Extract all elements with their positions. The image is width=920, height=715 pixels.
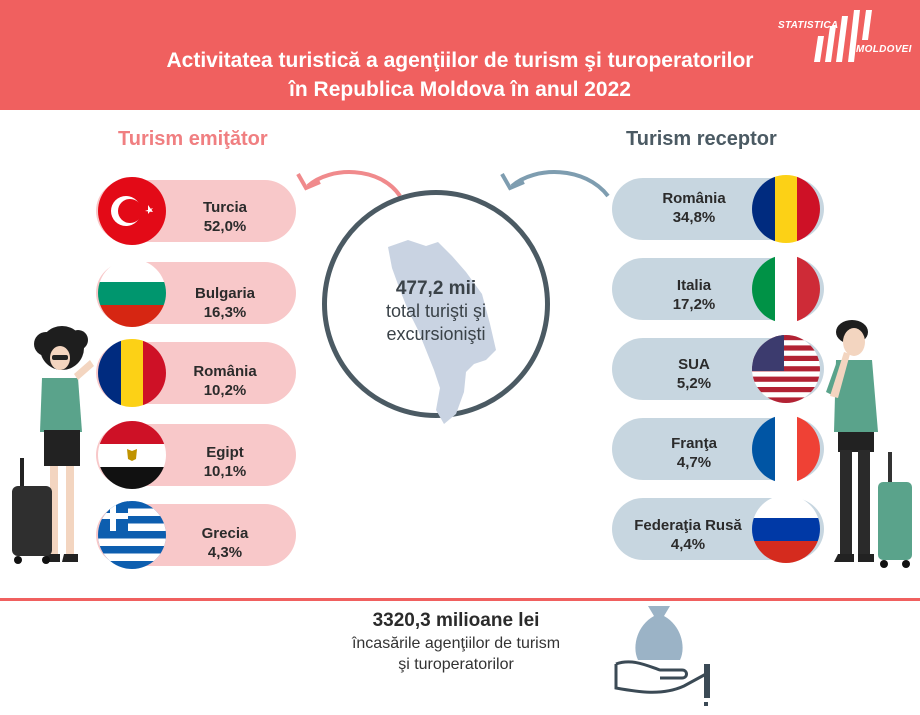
logo-text-top: STATISTICA bbox=[778, 20, 839, 31]
outbound-country: Grecia bbox=[201, 525, 249, 542]
turkey-flag-icon bbox=[98, 177, 166, 245]
romania-flag-icon bbox=[752, 175, 820, 243]
italy-flag-icon bbox=[752, 255, 820, 323]
outbound-item-grecia-text: Grecia 4,3% bbox=[170, 524, 280, 562]
outbound-value: 16,3% bbox=[203, 304, 247, 321]
title-line-1: Activitatea turistică a agenţiilor de tu… bbox=[166, 49, 754, 72]
logo-text-bottom: MOLDOVEI bbox=[856, 44, 912, 55]
total-tourists-value: 477,2 mii bbox=[395, 278, 477, 299]
inbound-item-franta-text: Franţa 4,7% bbox=[636, 434, 752, 472]
inbound-country: România bbox=[662, 190, 726, 207]
inbound-item-sua-text: SUA 5,2% bbox=[636, 355, 752, 393]
outbound-item-turcia-text: Turcia 52,0% bbox=[170, 198, 280, 236]
page-title: Activitatea turistică a agenţiilor de tu… bbox=[60, 46, 860, 104]
woman-traveler-illustration bbox=[12, 326, 94, 564]
total-tourists-label-1: total turişti şi bbox=[385, 301, 487, 321]
egypt-flag-icon bbox=[98, 421, 166, 489]
russia-flag-icon bbox=[752, 495, 820, 563]
inbound-country: Federaţia Rusă bbox=[634, 517, 742, 534]
man-traveler-illustration bbox=[826, 320, 912, 568]
bulgaria-flag-icon bbox=[98, 259, 166, 327]
header-banner: STATISTICA MOLDOVEI Activitatea turistic… bbox=[0, 0, 920, 110]
inbound-country: SUA bbox=[678, 356, 710, 373]
inbound-country: Italia bbox=[676, 277, 712, 294]
title-line-2: în Republica Moldova în anul 2022 bbox=[289, 78, 631, 101]
inbound-value: 4,4% bbox=[670, 536, 706, 553]
inbound-item-romania-text: România 34,8% bbox=[636, 189, 752, 227]
revenue-value: 3320,3 milioane lei bbox=[372, 610, 540, 631]
outbound-country: Egipt bbox=[206, 444, 244, 461]
france-flag-icon bbox=[752, 415, 820, 483]
outbound-value: 52,0% bbox=[203, 218, 247, 235]
usa-flag-icon bbox=[752, 335, 820, 403]
inbound-value: 34,8% bbox=[672, 209, 716, 226]
revenue-label-2: şi turoperatorilor bbox=[398, 656, 514, 673]
revenue-text: 3320,3 milioane lei încasările agenţiilo… bbox=[300, 609, 612, 675]
greece-flag-icon bbox=[98, 501, 166, 569]
inbound-value: 17,2% bbox=[672, 296, 716, 313]
outbound-value: 10,1% bbox=[203, 463, 247, 480]
outbound-country: Bulgaria bbox=[194, 285, 255, 302]
revenue-label-1: încasările agenţiilor de turism bbox=[351, 635, 561, 652]
outbound-country: Turcia bbox=[203, 199, 247, 216]
romania-flag-icon bbox=[98, 339, 166, 407]
outbound-item-bulgaria-text: Bulgaria 16,3% bbox=[170, 284, 280, 322]
outbound-value: 10,2% bbox=[203, 382, 247, 399]
bottom-divider bbox=[0, 598, 920, 601]
inbound-value: 4,7% bbox=[676, 454, 712, 471]
inbound-item-italia-text: Italia 17,2% bbox=[636, 276, 752, 314]
money-bag-hand-icon bbox=[614, 606, 710, 706]
inbound-item-rusia-text: Federaţia Rusă 4,4% bbox=[612, 516, 764, 554]
outbound-item-egipt-text: Egipt 10,1% bbox=[170, 443, 280, 481]
total-tourists-label-2: excursionişti bbox=[386, 324, 486, 344]
outbound-value: 4,3% bbox=[207, 544, 243, 561]
inbound-value: 5,2% bbox=[676, 375, 712, 392]
statistica-moldovei-logo: STATISTICA MOLDOVEI bbox=[774, 6, 914, 66]
outbound-title: Turism emiţător bbox=[118, 128, 268, 150]
outbound-item-romania-text: România 10,2% bbox=[170, 362, 280, 400]
outbound-country: România bbox=[193, 363, 257, 380]
total-tourists-text: 477,2 mii total turişti şi excursionişti bbox=[328, 278, 544, 346]
inbound-title: Turism receptor bbox=[626, 128, 777, 150]
flow-arrows bbox=[296, 170, 610, 198]
moldova-map-icon bbox=[388, 240, 496, 424]
inbound-country: Franţa bbox=[671, 435, 717, 452]
